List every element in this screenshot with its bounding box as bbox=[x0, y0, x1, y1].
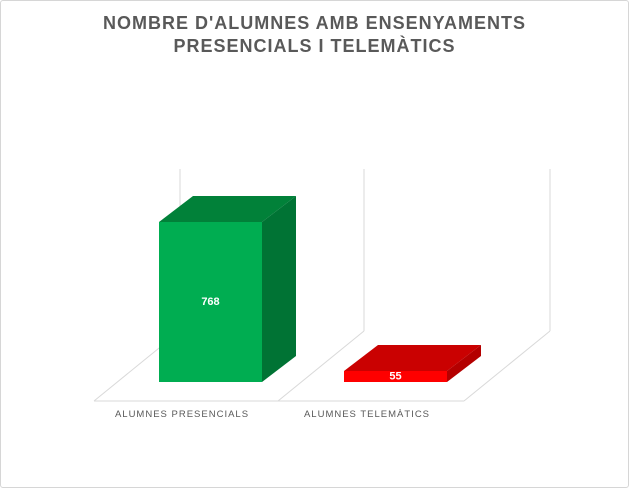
bar-alumnes-presencials: 768 bbox=[159, 196, 296, 382]
bar-front-face bbox=[344, 371, 447, 382]
floor-right-edge bbox=[463, 330, 551, 402]
chart-title-line-1: NOMBRE D'ALUMNES AMB ENSENYAMENTS bbox=[103, 13, 526, 33]
chart-title: NOMBRE D'ALUMNES AMB ENSENYAMENTS PRESEN… bbox=[1, 12, 628, 58]
bars-group: 768 55 bbox=[159, 196, 481, 383]
category-label-alumnes-telematics: ALUMNES TELEMÀTICS bbox=[304, 409, 430, 420]
bar-alumnes-telem-tics: 55 bbox=[344, 345, 481, 383]
bar-top-face bbox=[344, 345, 481, 371]
bar-side-face bbox=[447, 345, 481, 382]
category-axis: ALUMNES PRESENCIALS ALUMNES TELEMÀTICS bbox=[115, 409, 430, 420]
floor-edges bbox=[93, 330, 551, 402]
bar-front-face bbox=[159, 222, 262, 382]
bar-value-label: 55 bbox=[389, 371, 401, 383]
chart-title-line-2: PRESENCIALS I TELEMÀTICS bbox=[173, 36, 456, 56]
category-label-alumnes-presencials: ALUMNES PRESENCIALS bbox=[115, 409, 249, 420]
bar-side-face bbox=[262, 196, 296, 382]
bar-top-face bbox=[159, 196, 296, 222]
floor-separator bbox=[277, 330, 365, 402]
bar-value-label: 768 bbox=[201, 296, 219, 308]
